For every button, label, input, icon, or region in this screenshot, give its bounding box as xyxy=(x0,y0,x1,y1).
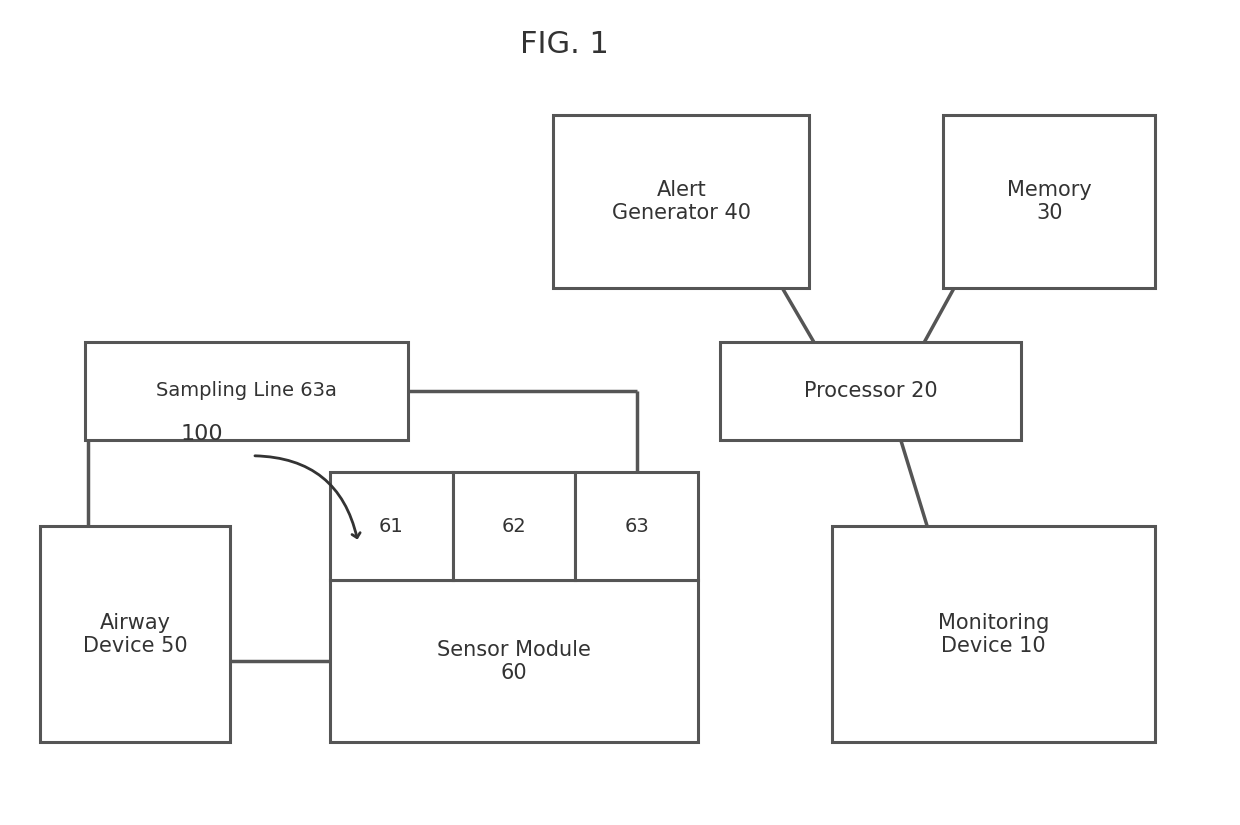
Bar xyxy=(41,526,229,742)
Text: Airway
Device 50: Airway Device 50 xyxy=(83,613,187,656)
Bar xyxy=(553,116,810,288)
Bar xyxy=(944,116,1154,288)
Bar xyxy=(330,580,698,742)
Text: 100: 100 xyxy=(181,424,223,444)
Bar xyxy=(832,526,1154,742)
Text: 63: 63 xyxy=(625,516,649,535)
Bar xyxy=(453,472,575,580)
Text: Sampling Line 63a: Sampling Line 63a xyxy=(156,381,337,400)
Text: FIG. 1: FIG. 1 xyxy=(520,31,609,59)
Text: 62: 62 xyxy=(502,516,527,535)
Bar xyxy=(720,342,1022,440)
Text: Processor 20: Processor 20 xyxy=(804,381,937,401)
Text: Alert
Generator 40: Alert Generator 40 xyxy=(611,180,750,224)
Text: Monitoring
Device 10: Monitoring Device 10 xyxy=(937,613,1049,656)
Bar xyxy=(86,342,408,440)
Bar xyxy=(575,472,698,580)
Bar xyxy=(330,472,453,580)
Text: Sensor Module
60: Sensor Module 60 xyxy=(438,639,591,683)
Text: Memory
30: Memory 30 xyxy=(1007,180,1091,224)
Text: 61: 61 xyxy=(379,516,404,535)
